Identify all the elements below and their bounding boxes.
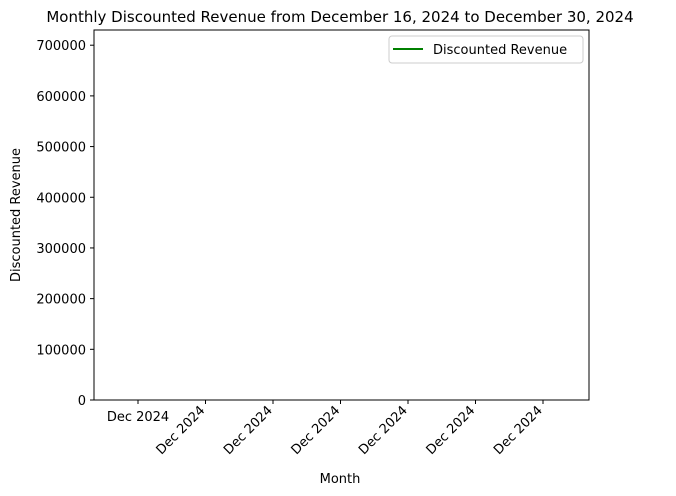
- y-tick-label: 700000: [36, 39, 86, 54]
- legend-box: [388, 35, 584, 64]
- y-axis: 0 100000 200000 300000 400000 500000 600000 700…: [36, 39, 94, 409]
- y-tick-label: 200000: [36, 293, 86, 308]
- y-tick-label: 100000: [36, 343, 86, 358]
- y-tick-label: 0: [78, 394, 86, 409]
- legend: Discounted Revenue: [388, 35, 584, 64]
- x-tick-label: Dec 2024: [221, 403, 276, 458]
- x-tick-label: Dec 2024: [289, 403, 344, 458]
- y-tick-label: 500000: [36, 141, 86, 156]
- x-tick-label: Dec 2024: [107, 410, 169, 425]
- legend-label-discounted-revenue: Discounted Revenue: [433, 43, 567, 58]
- x-axis-label: Month: [320, 472, 361, 487]
- x-tick-label: Dec 2024: [424, 403, 479, 458]
- y-axis-label: Discounted Revenue: [9, 148, 24, 282]
- y-tick-label: 400000: [36, 191, 86, 206]
- y-tick-label: 300000: [36, 242, 86, 257]
- y-tick-label: 600000: [36, 90, 86, 105]
- x-tick-label: Dec 2024: [356, 403, 411, 458]
- chart-title: Monthly Discounted Revenue from December…: [46, 8, 633, 26]
- x-tick-label: Dec 2024: [491, 403, 546, 458]
- plot-area: [93, 29, 590, 401]
